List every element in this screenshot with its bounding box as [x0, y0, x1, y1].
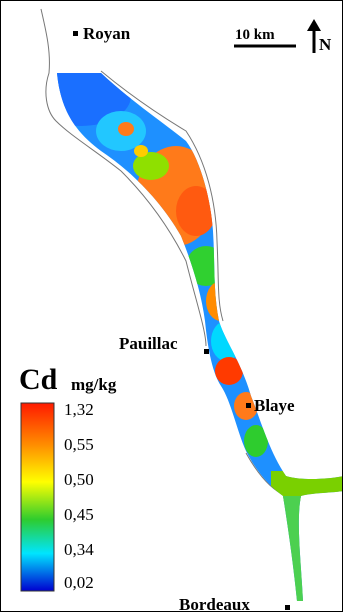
north-arrow-icon [307, 19, 321, 53]
city-marker-bordeaux [285, 605, 290, 610]
city-label-royan: Royan [83, 24, 131, 43]
legend-tick: 0,50 [64, 470, 94, 489]
scale-bar-label: 10 km [235, 27, 275, 43]
legend-tick: 0,02 [64, 573, 94, 592]
city-marker-royan [73, 31, 78, 36]
legend-tick: 1,32 [64, 400, 94, 419]
north-label: N [319, 35, 332, 54]
legend-colorbar [20, 402, 55, 592]
city-marker-pauillac [204, 349, 209, 354]
legend-tick: 0,55 [64, 435, 94, 454]
legend-tick: 0,45 [64, 505, 94, 524]
city-marker-blaye [246, 403, 251, 408]
city-label-bordeaux: Bordeaux [179, 595, 250, 612]
legend-tick: 0,34 [64, 540, 94, 559]
city-label-pauillac: Pauillac [119, 334, 178, 353]
city-label-blaye: Blaye [254, 396, 295, 415]
legend-unit: mg/kg [71, 375, 117, 394]
legend-variable: Cd [19, 363, 58, 396]
